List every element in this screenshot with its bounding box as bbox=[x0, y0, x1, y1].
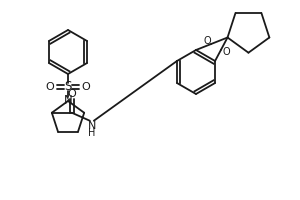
Text: O: O bbox=[222, 47, 230, 57]
Text: S: S bbox=[64, 80, 72, 94]
Text: O: O bbox=[68, 89, 76, 99]
Text: H: H bbox=[88, 128, 95, 138]
Text: N: N bbox=[88, 121, 96, 131]
Text: O: O bbox=[203, 36, 211, 46]
Text: N: N bbox=[64, 95, 72, 108]
Text: O: O bbox=[46, 82, 54, 92]
Text: O: O bbox=[82, 82, 90, 92]
